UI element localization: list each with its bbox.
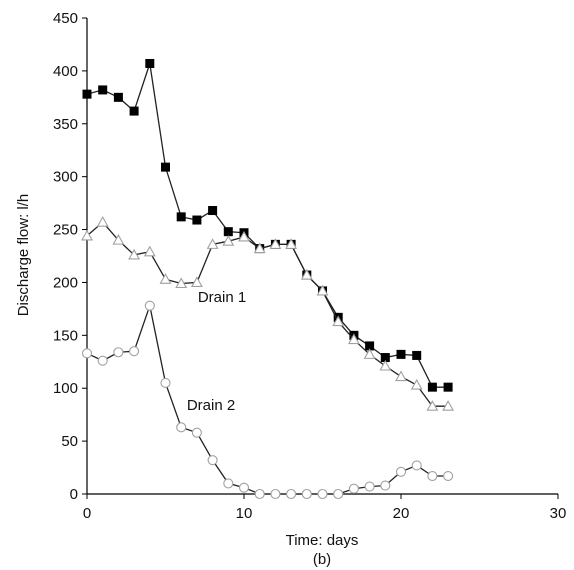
y-tick-label: 0 xyxy=(70,486,78,503)
data-point xyxy=(97,355,108,366)
data-point xyxy=(380,480,391,491)
data-point xyxy=(443,470,454,482)
y-tick-label: 250 xyxy=(53,222,78,239)
y-tick-label: 150 xyxy=(53,327,78,344)
data-point xyxy=(254,488,265,500)
data-point xyxy=(129,106,139,116)
annotations: Drain 1 Drain 2 xyxy=(187,289,246,414)
data-point xyxy=(443,382,453,392)
y-tick-label: 300 xyxy=(53,169,78,186)
data-point xyxy=(238,230,250,242)
series-line xyxy=(86,63,449,388)
data-point xyxy=(223,478,234,489)
data-point xyxy=(333,488,344,500)
data-point xyxy=(253,242,266,254)
data-point xyxy=(286,488,297,500)
y-tick-label: 50 xyxy=(61,433,78,450)
data-point xyxy=(161,162,170,172)
data-point xyxy=(300,268,313,280)
data-point xyxy=(144,300,155,311)
data-point xyxy=(82,89,92,99)
data-point xyxy=(270,488,281,500)
data-point xyxy=(145,58,155,68)
data-point xyxy=(96,216,109,227)
data-point xyxy=(190,276,203,287)
data-point xyxy=(129,346,140,357)
y-tick-label: 100 xyxy=(53,380,78,397)
data-point xyxy=(81,229,93,241)
data-point xyxy=(222,235,235,246)
y-tick-label: 400 xyxy=(53,63,78,80)
data-point xyxy=(192,215,202,225)
data-point xyxy=(113,347,124,358)
tick-labels: 0 50 100 150 200 250 300 350 400 450 0 10 20 30 xyxy=(53,10,566,522)
data-point xyxy=(176,422,187,433)
data-point xyxy=(396,349,406,359)
data-point xyxy=(412,350,422,360)
data-point xyxy=(238,482,250,493)
series-3 xyxy=(81,300,454,500)
y-tick-label: 350 xyxy=(53,116,78,133)
data-point xyxy=(81,348,93,359)
data-point xyxy=(317,488,328,500)
x-tick-label: 10 xyxy=(236,505,253,522)
data-point xyxy=(175,277,188,289)
series-line xyxy=(86,303,449,495)
data-point xyxy=(363,348,376,359)
data-point xyxy=(316,284,329,296)
data-point xyxy=(410,378,423,390)
data-point xyxy=(113,92,123,102)
chart-caption: (b) xyxy=(313,551,331,568)
x-tick-label: 20 xyxy=(393,505,410,522)
data-point xyxy=(207,455,218,466)
data-point xyxy=(206,238,219,249)
annotation-label: Drain 2 xyxy=(187,397,235,414)
data-point xyxy=(159,273,172,284)
data-point xyxy=(269,238,282,249)
data-point xyxy=(426,400,439,411)
data-point xyxy=(380,353,390,363)
data-point xyxy=(442,400,455,411)
series-2 xyxy=(81,216,455,411)
data-point xyxy=(347,333,360,345)
data-point xyxy=(223,227,233,237)
data-point xyxy=(112,234,125,245)
annotation-label: Drain 1 xyxy=(198,289,246,306)
series-line xyxy=(86,221,449,407)
data-point xyxy=(395,370,407,382)
y-tick-label: 200 xyxy=(53,274,78,291)
data-point xyxy=(332,315,345,327)
data-point xyxy=(128,248,141,260)
data-point xyxy=(365,341,375,351)
data-point xyxy=(208,206,218,216)
data-point xyxy=(364,481,375,492)
data-point xyxy=(411,460,422,471)
data-point xyxy=(285,238,298,249)
x-axis-title: Time: days xyxy=(286,532,359,549)
data-point xyxy=(395,466,407,477)
y-tick-label: 450 xyxy=(53,10,78,27)
plot-area xyxy=(81,58,455,500)
data-point xyxy=(98,85,108,95)
x-tick-label: 0 xyxy=(83,505,91,522)
data-point xyxy=(160,377,171,388)
data-point xyxy=(143,245,156,257)
data-point xyxy=(191,427,202,438)
data-point xyxy=(348,483,359,494)
data-point xyxy=(379,359,392,371)
y-axis-title: Discharge flow: l/h xyxy=(15,194,32,317)
data-point xyxy=(427,470,438,482)
data-point xyxy=(301,488,312,500)
data-point xyxy=(427,382,437,392)
data-point xyxy=(176,212,186,222)
x-tick-label: 30 xyxy=(550,505,567,522)
